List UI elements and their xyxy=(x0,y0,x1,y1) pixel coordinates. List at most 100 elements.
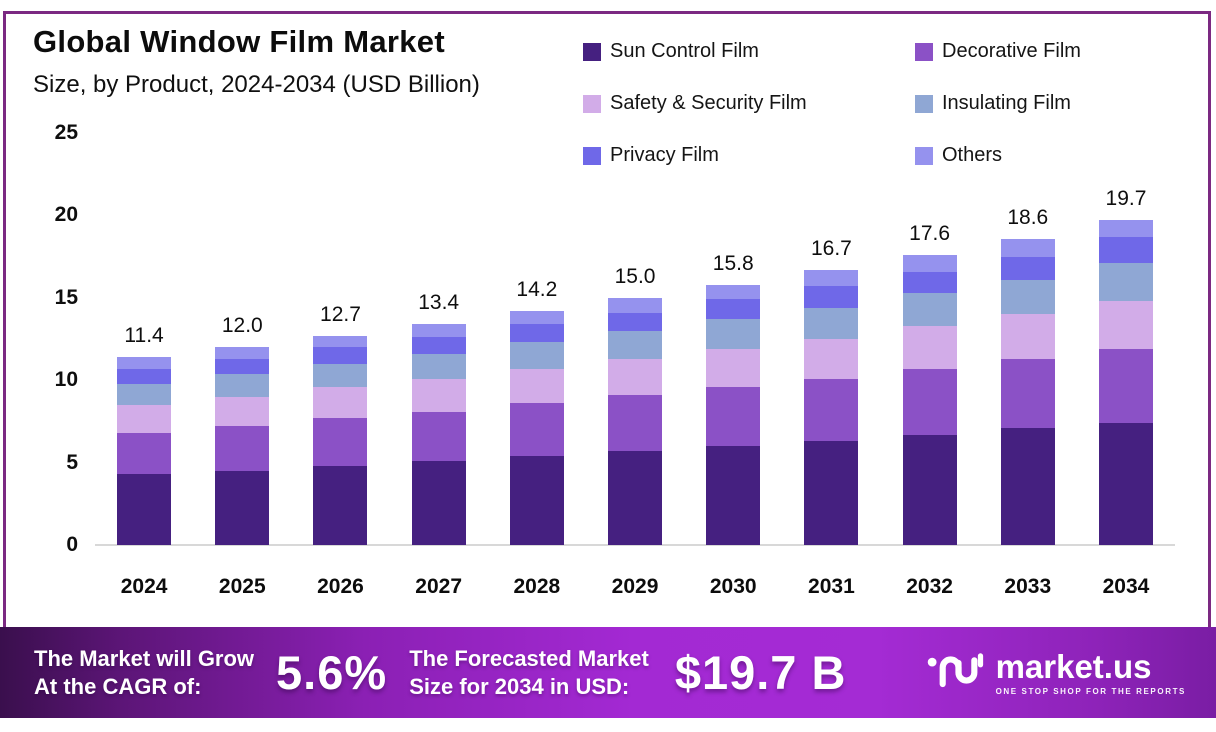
y-axis-tick-label: 5 xyxy=(66,450,78,474)
bar-group-2028: 14.2 xyxy=(488,120,586,545)
x-axis-label: 2027 xyxy=(415,575,463,598)
bar-segment xyxy=(1098,220,1153,237)
x-axis-label: 2028 xyxy=(513,575,561,598)
bar-segment xyxy=(608,297,663,313)
bar-segment xyxy=(313,363,368,387)
bar-segment xyxy=(706,386,761,447)
chart-legend: Sun Control Film Decorative Film Safety & … xyxy=(583,40,1081,167)
bar-segment xyxy=(215,358,270,374)
bar-segment xyxy=(804,339,859,379)
bar-stack xyxy=(509,311,564,545)
bar-segment xyxy=(411,411,466,461)
bar-segment xyxy=(509,311,564,325)
cagr-value: 5.6% xyxy=(276,646,388,699)
x-axis-label: 2024 xyxy=(120,575,168,598)
x-axis-label: 2033 xyxy=(1004,575,1052,598)
bar-group-2026: 12.7 xyxy=(291,120,389,545)
bar-segment xyxy=(1098,263,1153,302)
bar-stack xyxy=(804,269,859,545)
y-axis-tick-label: 15 xyxy=(54,285,78,309)
bar-stack xyxy=(1098,220,1153,545)
bar-segment xyxy=(1098,301,1153,349)
bar-segment xyxy=(1000,314,1055,359)
bar-stack xyxy=(411,324,466,545)
bar-segment xyxy=(706,446,761,545)
bar-total-label: 15.8 xyxy=(712,251,754,275)
x-axis-label: 2031 xyxy=(808,575,855,598)
bar-stack xyxy=(117,357,172,545)
bar-segment xyxy=(1000,238,1055,257)
bar-group-2025: 12.0 xyxy=(193,120,291,545)
marketus-logo-icon xyxy=(926,647,984,698)
bar-segment xyxy=(215,396,270,427)
legend-swatch-icon xyxy=(915,42,933,61)
bar-stack xyxy=(215,347,270,545)
marketus-logo-text: market.us xyxy=(995,647,1152,685)
bar-segment xyxy=(902,368,957,435)
bar-segment xyxy=(509,342,564,369)
bar-segment xyxy=(804,286,859,308)
x-axis-label: 2026 xyxy=(317,575,364,598)
marketus-logo-tagline: ONE STOP SHOP FOR THE REPORTS xyxy=(995,686,1186,696)
bar-segment xyxy=(902,434,957,545)
bar-segment xyxy=(215,470,270,545)
bar-segment xyxy=(804,307,859,340)
bar-segment xyxy=(117,404,172,433)
bar-stack xyxy=(902,255,957,545)
bar-segment xyxy=(608,330,663,359)
bar-stack xyxy=(313,335,368,545)
bar-group-2032: 17.6 xyxy=(881,120,979,545)
cagr-label-line2: At the CAGR of: xyxy=(34,673,202,699)
bar-segment xyxy=(117,357,172,369)
bar-segment xyxy=(706,299,761,320)
bar-segment xyxy=(1098,423,1153,545)
legend-label: Decorative Film xyxy=(942,40,1081,62)
y-axis-tick-label: 25 xyxy=(54,121,78,144)
legend-label: Others xyxy=(942,144,1003,166)
bar-segment xyxy=(1000,428,1055,545)
bar-segment xyxy=(1098,348,1153,423)
legend-swatch-icon xyxy=(583,94,601,113)
bar-segment xyxy=(117,432,172,475)
bar-segment xyxy=(411,324,466,338)
bar-stack xyxy=(1000,238,1055,545)
x-axis-line xyxy=(95,544,1175,546)
cagr-label-line1: The Market will Grow xyxy=(34,646,255,671)
y-axis-tick-label: 20 xyxy=(54,203,78,227)
bar-segment xyxy=(608,358,663,396)
legend-swatch-icon xyxy=(915,94,933,113)
x-axis-label: 2032 xyxy=(906,575,953,598)
bottom-banner: The Market will Grow At the CAGR of: 5.6… xyxy=(0,627,1216,718)
bar-segment xyxy=(509,456,564,545)
bar-total-label: 12.0 xyxy=(221,314,263,338)
bar-total-label: 12.7 xyxy=(320,302,361,326)
bar-segment xyxy=(411,337,466,354)
x-axis-label: 2029 xyxy=(611,575,659,598)
x-axis-label: 2025 xyxy=(218,575,266,598)
legend-item: Insulating Film xyxy=(915,92,1081,115)
bar-total-label: 17.6 xyxy=(909,222,951,246)
legend-label: Insulating Film xyxy=(942,92,1071,114)
bar-segment xyxy=(706,348,761,387)
bar-total-label: 16.7 xyxy=(810,236,852,260)
bar-segment xyxy=(411,378,466,412)
bar-segment xyxy=(117,383,172,405)
bar-stack xyxy=(706,284,761,545)
bar-segment xyxy=(902,271,957,293)
bar-segment xyxy=(215,373,270,397)
bar-segment xyxy=(902,325,957,369)
bar-group-2034: 19.7 xyxy=(1077,120,1175,545)
bar-segment xyxy=(902,255,957,272)
bar-total-label: 11.4 xyxy=(124,324,164,348)
bar-group-2027: 13.4 xyxy=(390,120,488,545)
page-subtitle: Size, by Product, 2024-2034 (USD Billion… xyxy=(33,71,480,98)
bar-segment xyxy=(313,465,368,545)
forecast-label-line2: Size for 2034 in USD: xyxy=(409,673,630,699)
legend-item: Sun Control Film xyxy=(583,40,915,63)
x-axis-label: 2030 xyxy=(709,575,757,598)
bar-segment xyxy=(411,461,466,545)
bars-area: 11.4 12.0 12.7 13.4 14.2 15.0 15.8 16.7 17.6 18.6… xyxy=(95,120,1175,545)
legend-item: Privacy Film xyxy=(583,144,915,167)
legend-swatch-icon xyxy=(583,146,601,165)
page-title: Global Window Film Market xyxy=(33,24,445,59)
